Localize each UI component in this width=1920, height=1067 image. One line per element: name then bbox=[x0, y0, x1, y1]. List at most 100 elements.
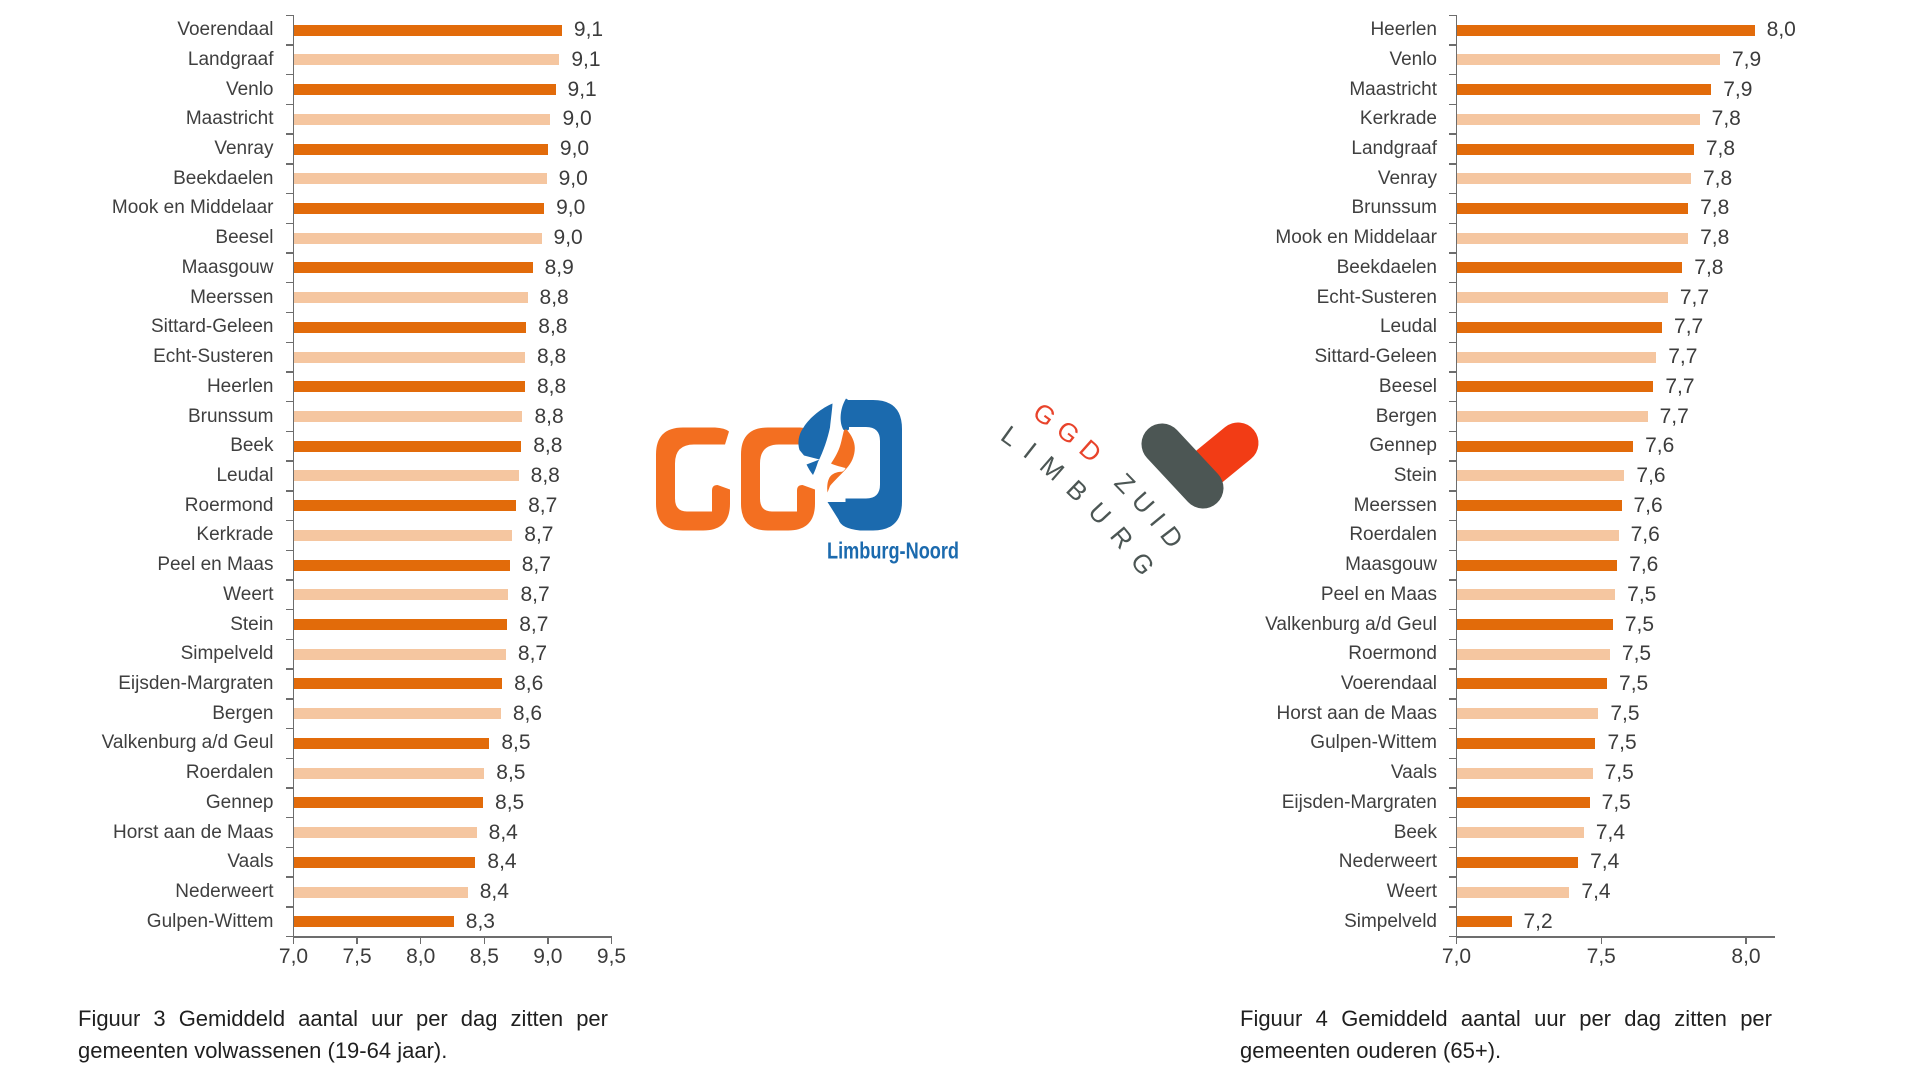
bar-value-label: 8,4 bbox=[488, 820, 518, 844]
bar-value-label: 7,5 bbox=[1607, 731, 1637, 755]
bar-value-label: 7,8 bbox=[1711, 107, 1741, 131]
caption-figure-3-line-1: Figuur 3 Gemiddeld aantal uur per dag zi… bbox=[78, 1006, 608, 1031]
value-axis-tick-label: 7,5 bbox=[342, 945, 372, 968]
bar-value-label: 8,8 bbox=[538, 315, 568, 339]
value-axis-tick bbox=[1455, 936, 1458, 944]
category-axis-tick bbox=[1448, 579, 1456, 581]
bar bbox=[1456, 292, 1668, 304]
ggd-noord-letter-g1 bbox=[656, 427, 730, 531]
bar-value-label: 7,8 bbox=[1702, 166, 1733, 190]
category-axis-tick bbox=[1448, 14, 1456, 16]
category-axis-line bbox=[1455, 14, 1458, 938]
category-label: Echt-Susteren bbox=[1316, 286, 1437, 308]
value-axis-tick bbox=[1745, 936, 1747, 944]
category-label: Weert bbox=[1386, 881, 1437, 903]
bar-value-label: 8,8 bbox=[534, 404, 564, 428]
ggd-noord-subtitle: Limburg-Noord bbox=[827, 538, 959, 564]
bar bbox=[1456, 856, 1579, 868]
value-axis-tick-label: 8,5 bbox=[469, 945, 499, 968]
category-axis-tick bbox=[285, 222, 293, 225]
category-axis-tick bbox=[285, 698, 293, 700]
category-axis-tick bbox=[285, 608, 293, 611]
value-axis-tick bbox=[292, 936, 295, 944]
bar bbox=[1456, 381, 1654, 393]
bar-value-label: 7,9 bbox=[1723, 77, 1753, 101]
bar bbox=[293, 440, 522, 452]
category-axis-tick bbox=[285, 906, 293, 908]
bar-value-label: 9,0 bbox=[558, 166, 588, 190]
value-axis-tick bbox=[356, 936, 358, 944]
category-label: Roermond bbox=[1348, 643, 1437, 665]
category-axis-tick bbox=[1448, 44, 1456, 46]
category-label: Landgraaf bbox=[187, 48, 274, 70]
category-axis-tick bbox=[285, 311, 293, 314]
bar-value-label: 7,7 bbox=[1668, 345, 1698, 369]
category-label: Beekdaelen bbox=[173, 167, 274, 189]
bar bbox=[293, 648, 506, 660]
bar-value-label: 7,2 bbox=[1523, 909, 1553, 933]
bar-value-label: 7,5 bbox=[1604, 761, 1634, 785]
bar bbox=[293, 737, 490, 749]
category-label: Horst aan de Maas bbox=[1276, 702, 1437, 724]
bar bbox=[293, 589, 509, 601]
bar-value-label: 7,5 bbox=[1627, 582, 1657, 606]
category-axis-tick bbox=[1448, 400, 1456, 403]
category-axis-tick bbox=[1448, 876, 1456, 878]
ggd-noord-letter-g2 bbox=[741, 427, 815, 531]
bar-value-label: 7,4 bbox=[1581, 880, 1611, 904]
bar bbox=[293, 886, 468, 898]
category-axis-tick bbox=[1448, 311, 1456, 314]
bar-value-label: 7,7 bbox=[1659, 404, 1689, 428]
value-axis-line bbox=[292, 935, 612, 938]
bar bbox=[1456, 708, 1599, 720]
category-label: Heerlen bbox=[1370, 19, 1437, 41]
bar-value-label: 8,8 bbox=[539, 285, 569, 309]
category-axis-tick bbox=[285, 44, 293, 46]
category-axis-tick bbox=[285, 430, 293, 433]
bar-value-label: 9,0 bbox=[559, 137, 590, 161]
category-axis-tick bbox=[1448, 638, 1456, 641]
value-axis-tick bbox=[1600, 936, 1602, 944]
value-axis-tick-label: 9,0 bbox=[533, 945, 563, 968]
category-axis-tick bbox=[1448, 935, 1456, 938]
category-label: Maastricht bbox=[1349, 78, 1437, 100]
category-axis-tick bbox=[1448, 222, 1456, 225]
category-label: Beek bbox=[230, 435, 274, 457]
category-label: Eijsden-Margraten bbox=[118, 672, 274, 694]
category-label: Roerdalen bbox=[185, 762, 274, 784]
category-axis-tick bbox=[1448, 460, 1456, 462]
bar-value-label: 7,8 bbox=[1700, 226, 1730, 250]
category-label: Voerendaal bbox=[177, 19, 274, 41]
category-label: Echt-Susteren bbox=[153, 346, 274, 368]
category-label: Landgraaf bbox=[1351, 138, 1437, 160]
bar-value-label: 7,5 bbox=[1621, 642, 1652, 666]
category-label: Beesel bbox=[215, 227, 274, 249]
category-label: Beesel bbox=[1378, 375, 1437, 397]
category-label: Kerkrade bbox=[196, 524, 274, 546]
bar-value-label: 8,6 bbox=[514, 671, 544, 695]
bar-value-label: 7,7 bbox=[1665, 374, 1695, 398]
bar bbox=[293, 84, 556, 96]
bar bbox=[293, 856, 476, 868]
ggd-noord-leaf-icon bbox=[798, 403, 833, 475]
bar bbox=[293, 500, 517, 512]
category-axis-tick bbox=[285, 549, 293, 551]
bar-value-label: 8,7 bbox=[528, 493, 558, 517]
category-label: Horst aan de Maas bbox=[112, 821, 274, 843]
bar-value-label: 8,8 bbox=[537, 374, 567, 398]
category-axis-tick bbox=[1448, 192, 1456, 195]
category-label: Venray bbox=[1377, 167, 1437, 189]
ggd-noord-flame-icon bbox=[827, 429, 855, 493]
category-axis-tick bbox=[285, 787, 293, 789]
category-axis-tick bbox=[1448, 430, 1456, 433]
category-label: Voerendaal bbox=[1340, 672, 1437, 694]
caption-figure-4-line-2: gemeenten ouderen (65+). bbox=[1240, 1037, 1502, 1063]
bar bbox=[293, 559, 510, 571]
category-label: Beek bbox=[1393, 821, 1437, 843]
category-label: Meerssen bbox=[190, 286, 274, 308]
bar-value-label: 7,8 bbox=[1700, 196, 1730, 220]
bar-value-label: 8,3 bbox=[465, 909, 495, 933]
category-axis-tick bbox=[285, 133, 293, 135]
bar bbox=[1456, 619, 1613, 631]
